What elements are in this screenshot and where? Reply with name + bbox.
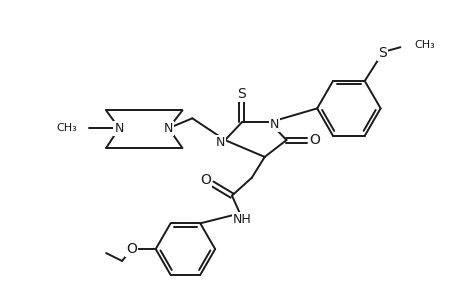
Text: O: O: [308, 133, 319, 147]
Text: N: N: [114, 122, 123, 135]
Text: S: S: [377, 46, 386, 60]
Text: N: N: [269, 118, 279, 131]
Text: O: O: [199, 173, 210, 187]
Text: N: N: [215, 136, 224, 148]
Text: CH₃: CH₃: [56, 123, 77, 133]
Text: O: O: [126, 242, 137, 256]
Text: CH₃: CH₃: [414, 40, 434, 50]
Text: S: S: [237, 86, 246, 100]
Text: NH: NH: [232, 213, 251, 226]
Text: N: N: [163, 122, 173, 135]
